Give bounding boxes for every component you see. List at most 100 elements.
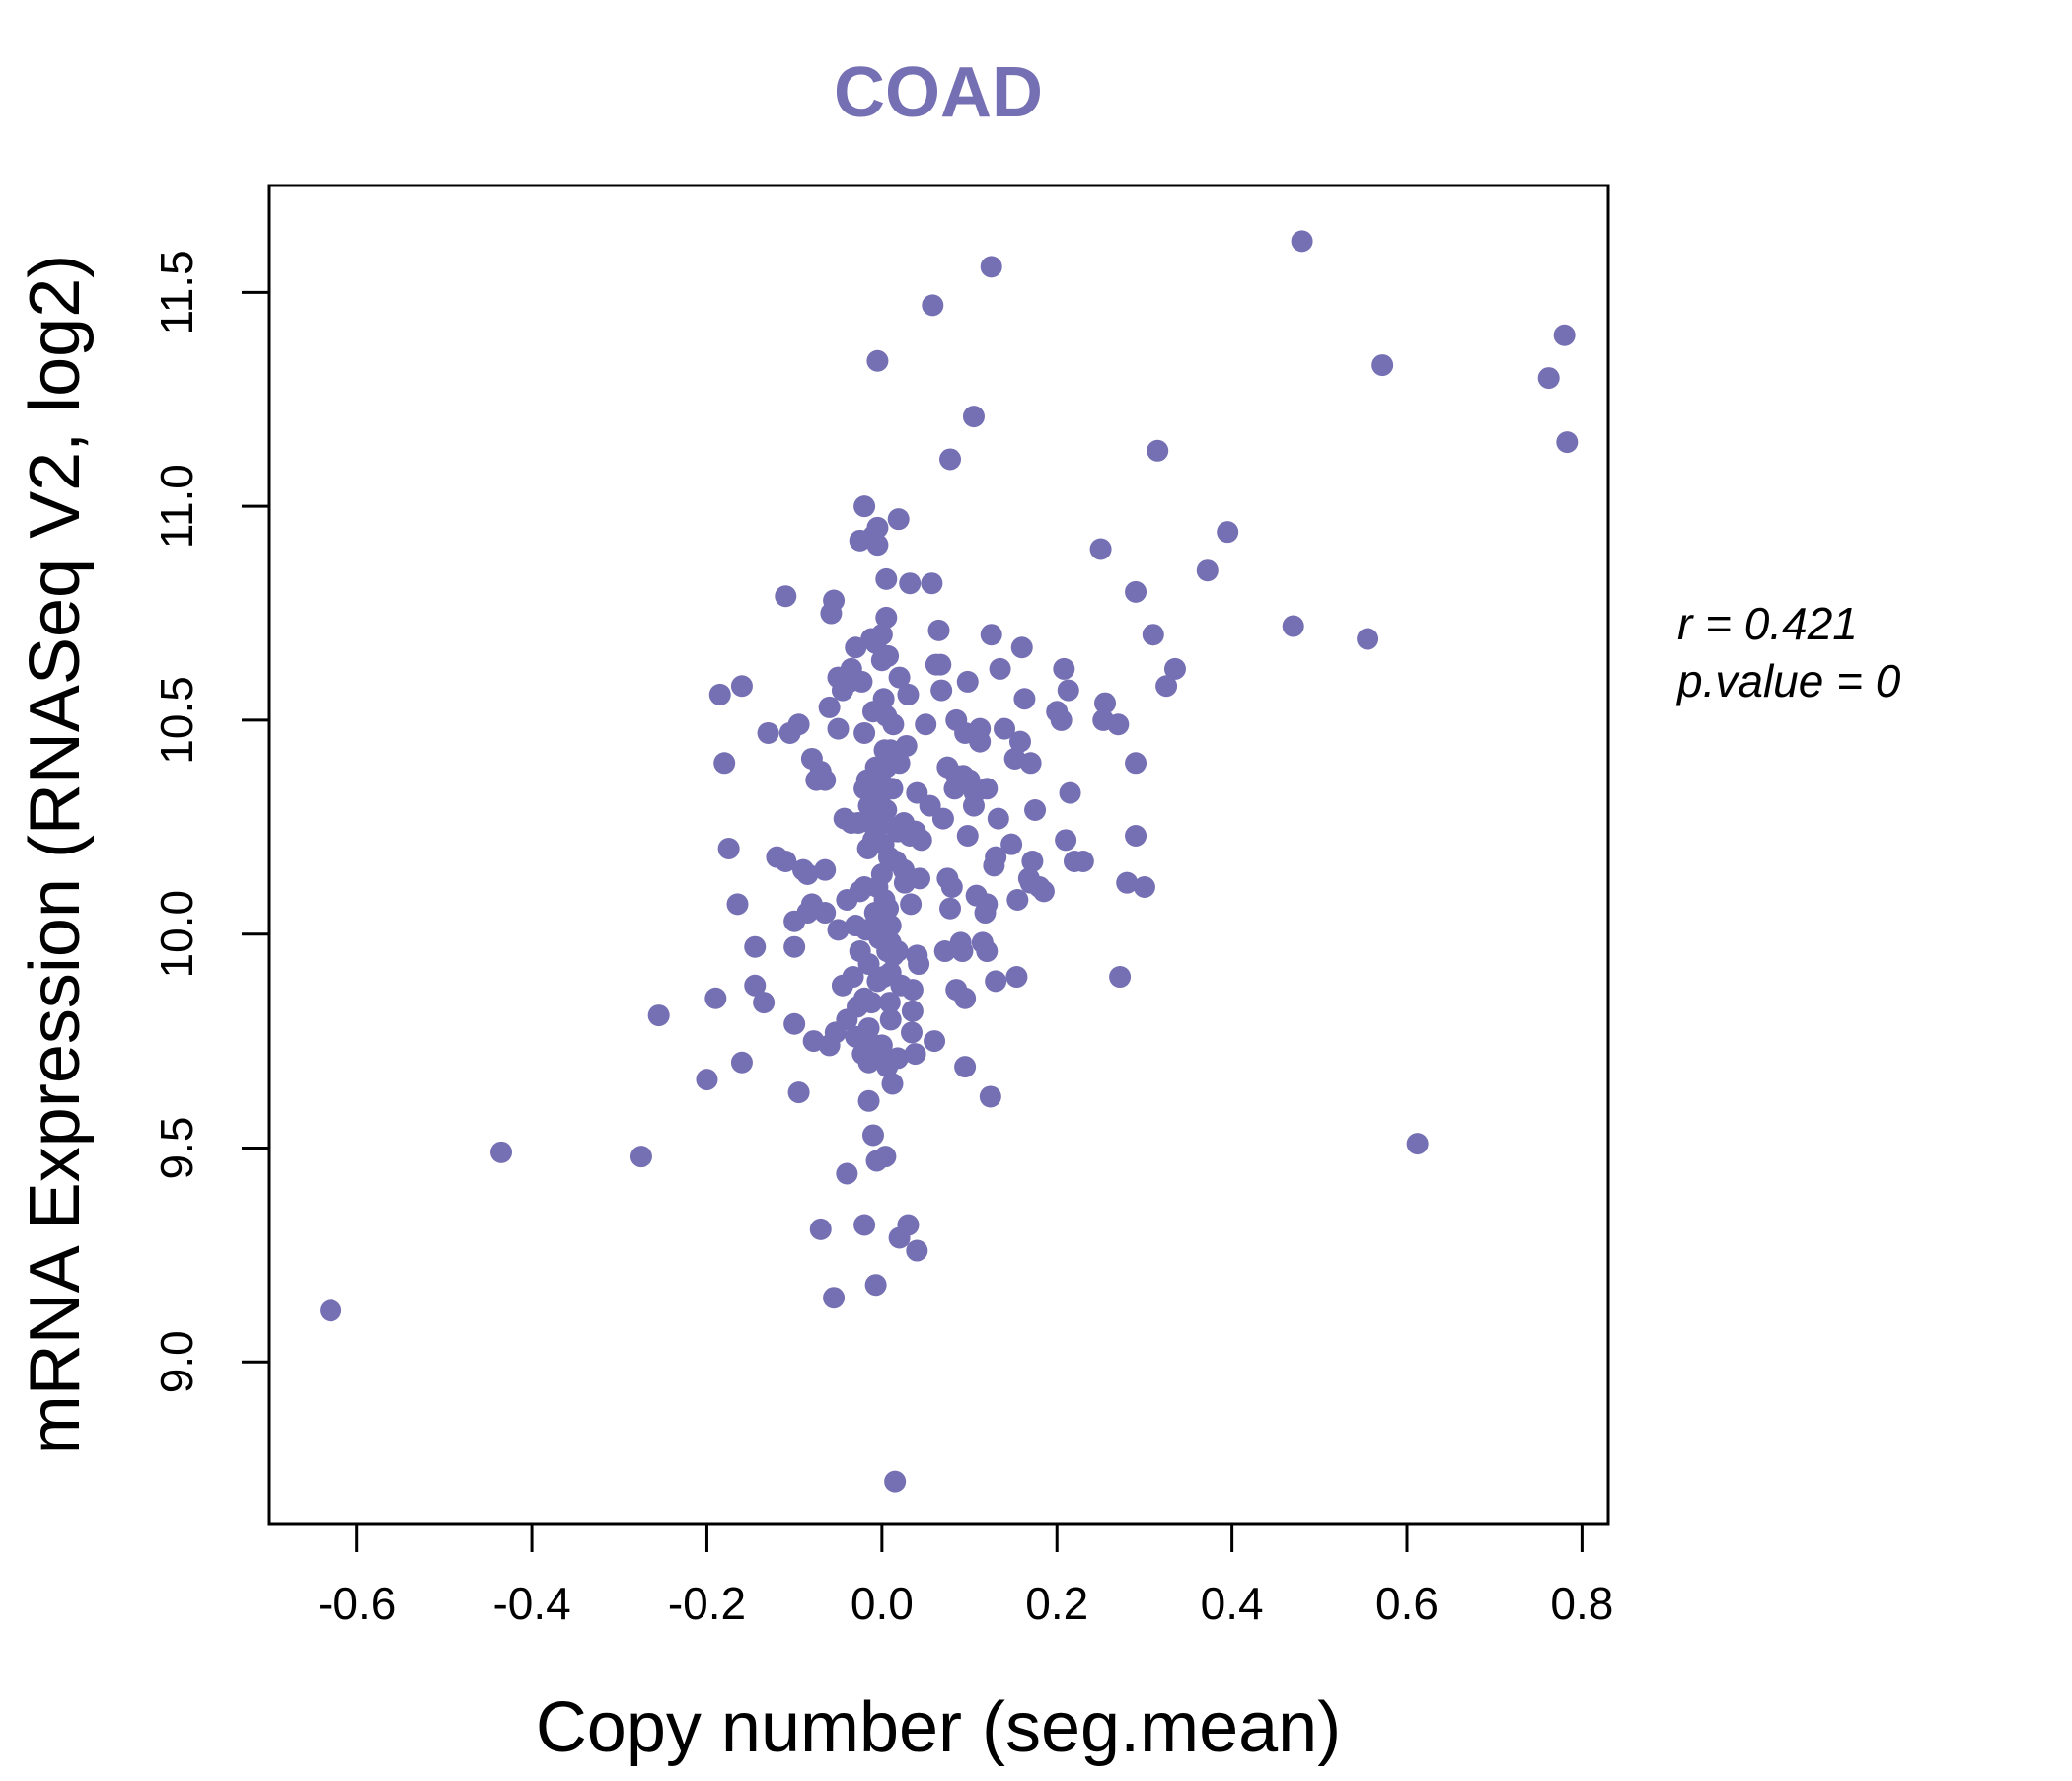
scatter-point xyxy=(783,1012,806,1035)
scatter-point xyxy=(969,730,992,753)
scatter-point xyxy=(881,778,904,800)
scatter-point xyxy=(884,1470,907,1493)
scatter-point xyxy=(1000,833,1023,855)
scatter-point xyxy=(976,940,999,963)
scatter-point xyxy=(985,846,1007,868)
scatter-point xyxy=(842,966,864,989)
scatter-point xyxy=(814,769,837,791)
scatter-point xyxy=(866,534,889,557)
scatter-point xyxy=(899,572,922,595)
scatter-point xyxy=(954,1056,977,1078)
scatter-point xyxy=(814,902,837,925)
scatter-point xyxy=(940,876,963,899)
scatter-point xyxy=(939,448,962,471)
scatter-point xyxy=(904,1043,926,1066)
scatter-point xyxy=(704,987,727,1009)
y-axis-label: mRNA Expression (RNASeq V2, log2) xyxy=(16,255,95,1454)
scatter-point xyxy=(1142,624,1164,646)
scatter-point xyxy=(490,1141,513,1163)
scatter-point xyxy=(1282,615,1304,637)
scatter-point xyxy=(887,508,910,531)
scatter-point xyxy=(1147,439,1169,462)
scatter-point xyxy=(866,516,889,539)
scatter-point xyxy=(1032,880,1055,903)
x-tick-label: 0.6 xyxy=(1375,1578,1439,1629)
y-tick-label: 9.5 xyxy=(151,1117,202,1180)
scatter-point xyxy=(878,992,901,1014)
scatter-point xyxy=(976,778,999,800)
scatter-point xyxy=(629,1146,652,1168)
scatter-point xyxy=(875,606,898,629)
x-tick-label: -0.2 xyxy=(668,1578,746,1629)
scatter-point xyxy=(857,1089,880,1112)
scatter-point xyxy=(886,1047,909,1070)
scatter-point xyxy=(1556,431,1579,454)
scatter-point xyxy=(980,624,1002,646)
scatter-point xyxy=(962,406,985,428)
scatter-point xyxy=(757,721,779,744)
scatter-point xyxy=(744,935,767,958)
scatter-point xyxy=(1019,752,1042,775)
x-tick-label: 0.8 xyxy=(1550,1578,1613,1629)
scatter-point xyxy=(796,863,819,886)
scatter-point xyxy=(901,979,924,1002)
scatter-point xyxy=(1059,781,1081,804)
scatter-point xyxy=(809,1218,832,1240)
scatter-point xyxy=(877,644,900,667)
plot-area xyxy=(320,230,1579,1493)
scatter-point xyxy=(980,256,1002,278)
scatter-point xyxy=(726,893,749,916)
scatter-point xyxy=(864,1274,887,1297)
scatter-point xyxy=(814,858,837,881)
scatter-point xyxy=(870,624,893,646)
scatter-point xyxy=(951,940,974,963)
scatter-point xyxy=(823,1287,846,1309)
scatter-point xyxy=(1050,708,1073,731)
scatter-point xyxy=(1013,688,1036,710)
scatter-point xyxy=(1116,871,1139,894)
scatter-point xyxy=(717,837,740,859)
scatter-point xyxy=(1005,966,1028,989)
x-tick-label: -0.4 xyxy=(492,1578,570,1629)
scatter-point xyxy=(976,893,999,916)
scatter-point xyxy=(989,657,1011,680)
scatter-point xyxy=(853,721,876,744)
scatter-point xyxy=(1537,367,1560,390)
scatter-point xyxy=(931,807,954,830)
scatter-point xyxy=(1553,324,1576,346)
scatter-point xyxy=(853,1214,876,1236)
scatter-point xyxy=(922,294,944,317)
scatter-point xyxy=(1109,966,1132,989)
y-tick-label: 10.5 xyxy=(151,676,202,765)
scatter-point xyxy=(881,1073,904,1095)
chart-title: COAD xyxy=(834,53,1043,132)
scatter-point xyxy=(1053,657,1075,680)
x-tick-label: 0.2 xyxy=(1025,1578,1088,1629)
scatter-point xyxy=(1125,580,1147,603)
scatter-point xyxy=(939,897,962,920)
scatter-point xyxy=(1371,354,1394,377)
scatter-point xyxy=(882,713,905,736)
scatter-point xyxy=(1125,824,1147,847)
scatter-point xyxy=(851,670,873,693)
scatter-point xyxy=(879,1008,902,1031)
scatter-point xyxy=(897,683,920,705)
scatter-point xyxy=(875,798,898,821)
scatter-point xyxy=(888,666,911,689)
scatter-point xyxy=(895,734,918,757)
scatter-point xyxy=(901,1021,924,1044)
scatter-point xyxy=(787,713,810,736)
plot-frame xyxy=(267,184,1610,1526)
scatter-point xyxy=(866,349,889,372)
scatter-point xyxy=(1024,798,1047,821)
scatter-point xyxy=(1008,730,1031,753)
scatter-point xyxy=(956,670,979,693)
scatter-point xyxy=(877,897,900,920)
scatter-point xyxy=(1196,559,1219,582)
scatter-point xyxy=(1217,521,1239,544)
scatter-point xyxy=(775,851,797,873)
scatter-point xyxy=(908,953,930,976)
scatter-point xyxy=(320,1299,342,1322)
scatter-point xyxy=(900,893,923,916)
scatter-point xyxy=(775,585,797,608)
